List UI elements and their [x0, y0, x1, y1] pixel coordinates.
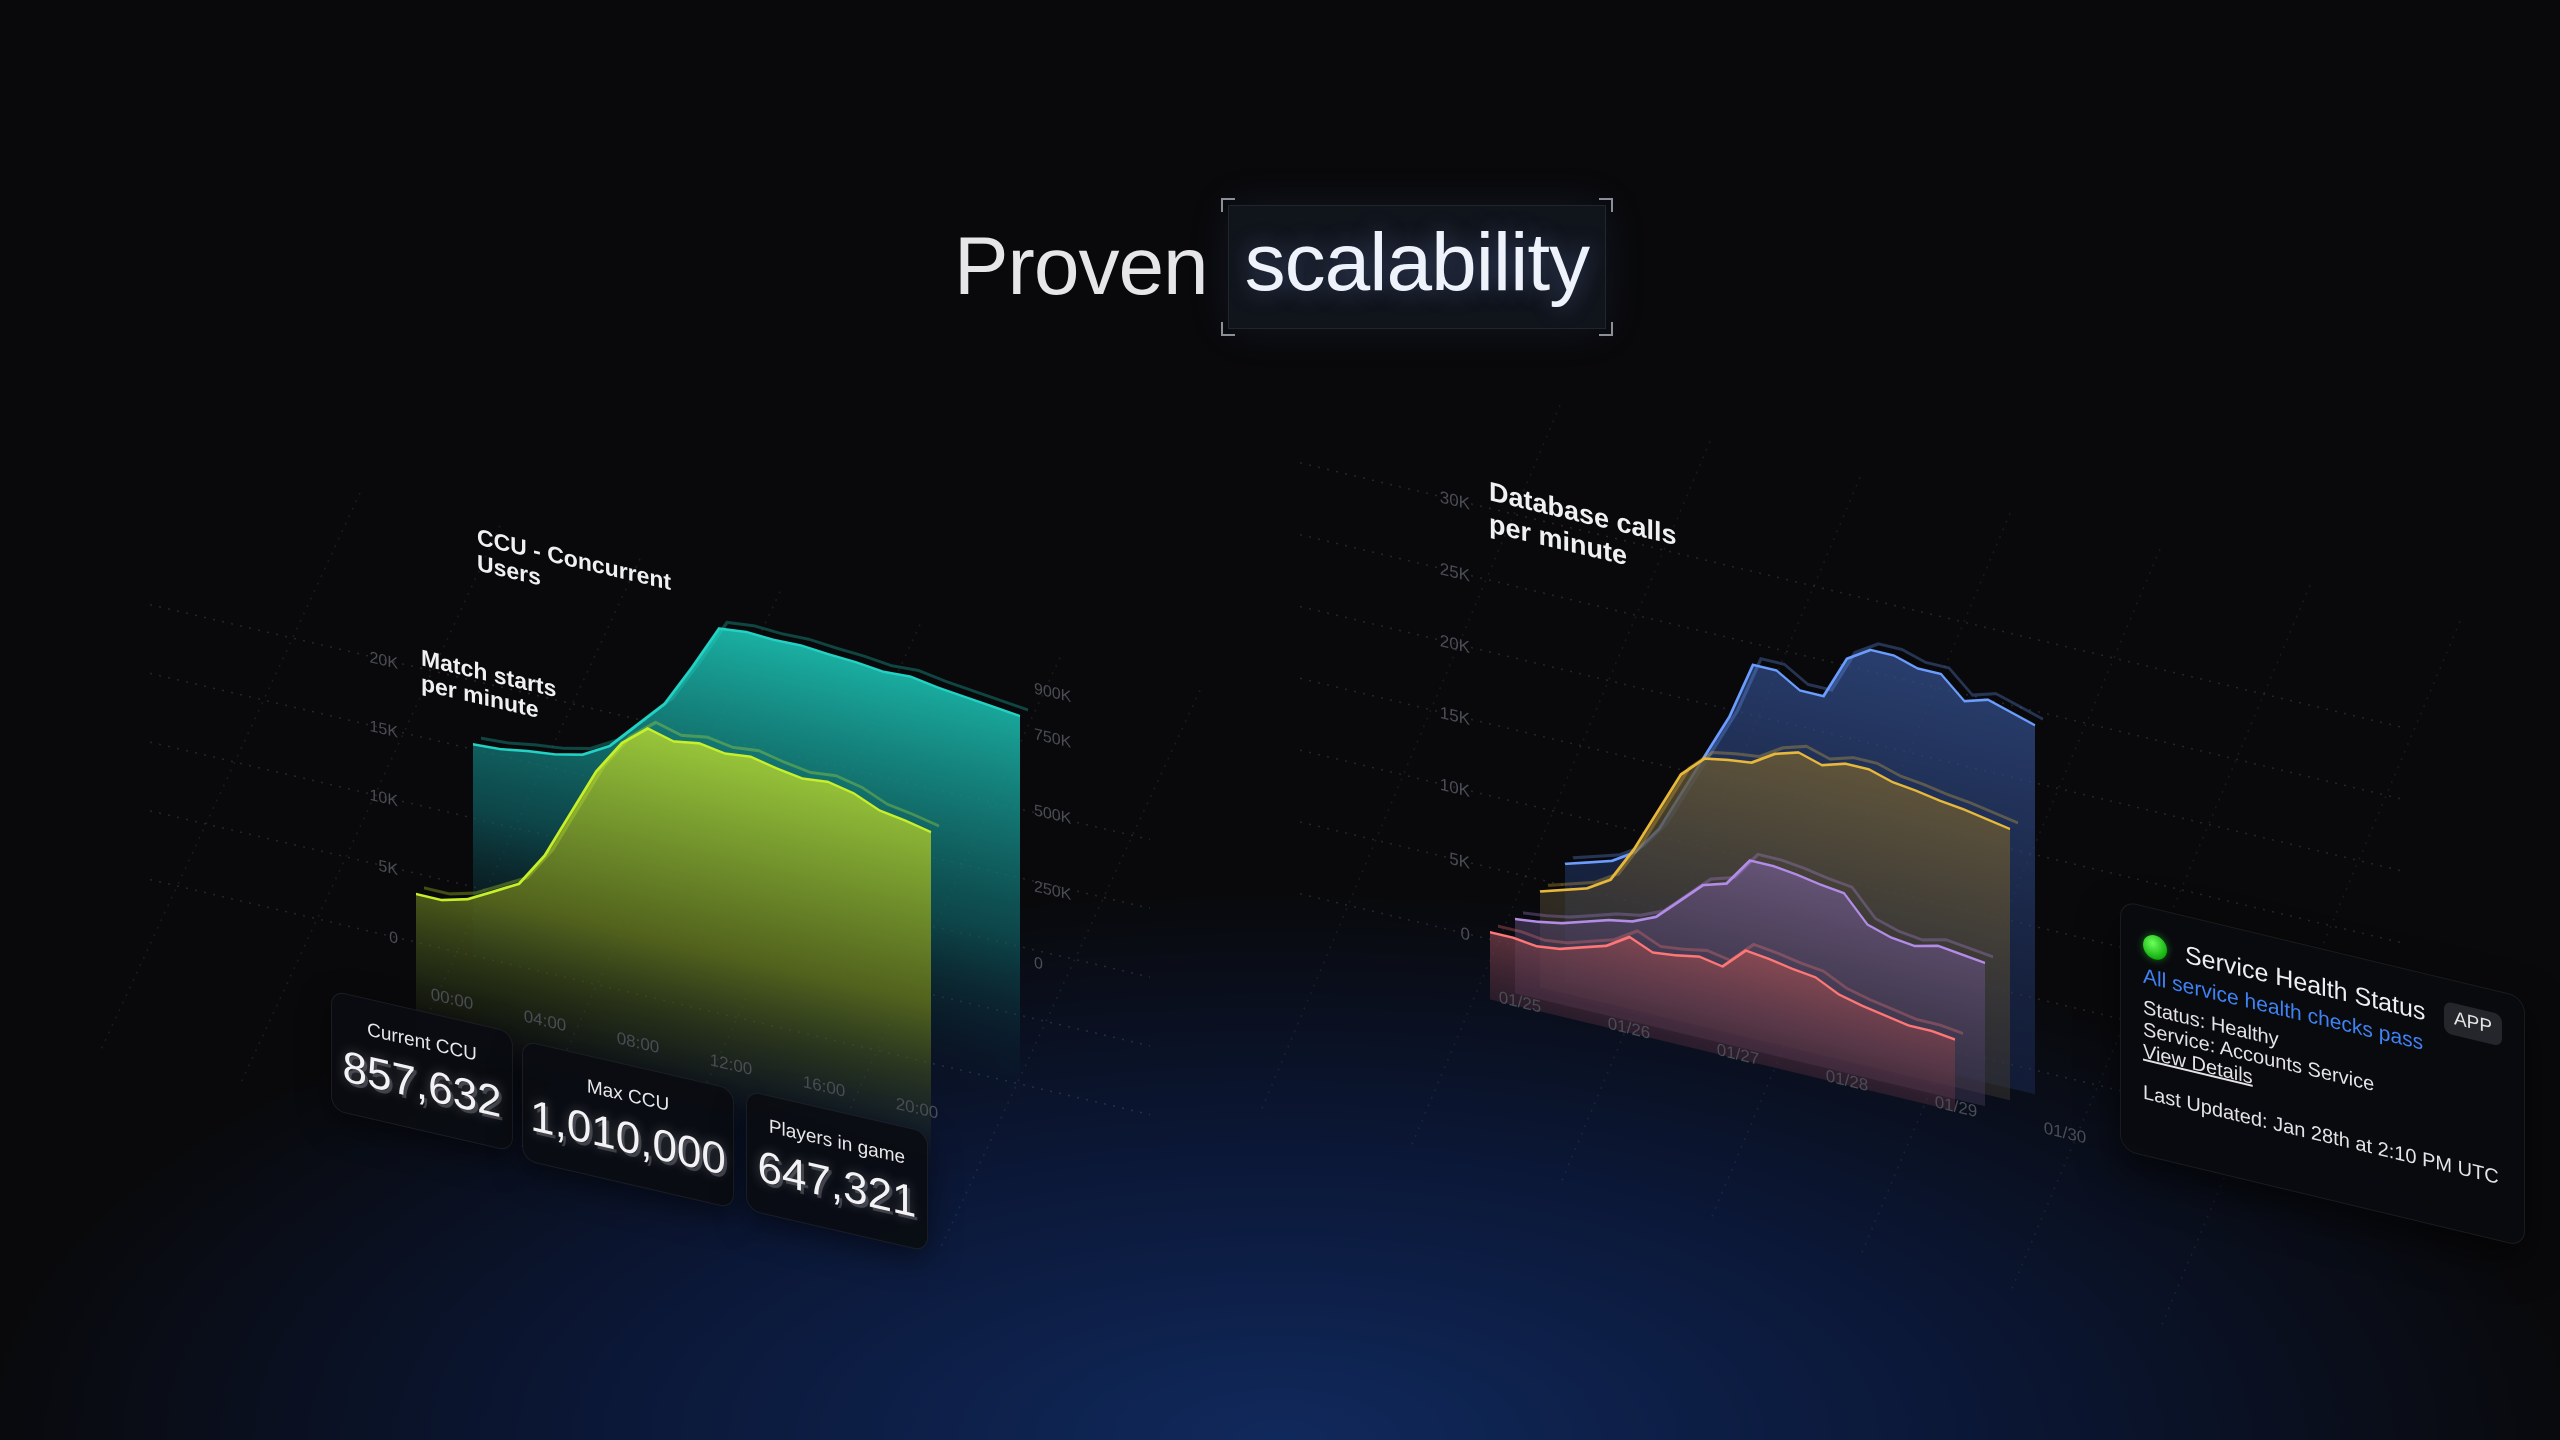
title-word-proven: Proven	[953, 221, 1209, 312]
x-tick: 01/30	[2044, 1118, 2087, 1148]
match-starts-line	[416, 727, 932, 902]
ccu-shadow-line	[480, 620, 1029, 751]
y-tick: 15K	[1440, 702, 1471, 729]
match-y-tick: 20K	[370, 648, 399, 672]
y-tick: 20K	[1440, 630, 1471, 657]
db-series-4-area	[1490, 932, 1955, 1112]
ccu-y-tick: 250K	[1034, 877, 1072, 904]
y-tick: 5K	[1449, 848, 1470, 873]
y-tick: 25K	[1440, 558, 1471, 585]
match-y-tick: 5K	[378, 857, 398, 879]
database-calls-chart: 05K10K15K20K25K30K01/2501/2601/2701/2801…	[1259, 404, 2461, 1330]
y-tick: 10K	[1440, 774, 1471, 801]
y-tick: 30K	[1440, 487, 1471, 514]
page-title: Proven scalability	[0, 198, 2560, 336]
green-status-dot-icon	[2143, 932, 2167, 963]
db-series-4-line	[1490, 930, 1956, 1041]
match-y-tick: 10K	[370, 786, 399, 810]
corner-bracket	[1599, 198, 1614, 212]
db-series-2-line	[1539, 751, 2011, 893]
title-word-scalability: scalability	[1244, 217, 1590, 308]
corner-bracket	[1220, 322, 1235, 336]
ccu-y-tick: 500K	[1034, 801, 1072, 828]
db-series-2-shadow-line	[1547, 744, 2019, 887]
match-starts-shadow-line	[424, 720, 940, 896]
ccu-line	[472, 627, 1021, 757]
db-series-3-line	[1514, 859, 1986, 965]
corner-bracket	[1220, 198, 1235, 212]
ccu-y-tick: 900K	[1034, 680, 1072, 707]
grid-line	[1300, 462, 2400, 728]
match-y-tick: 0	[389, 928, 398, 948]
title-highlight-box: scalability	[1220, 198, 1614, 336]
chart-areas	[1490, 642, 2044, 1112]
corner-bracket	[1599, 322, 1614, 336]
grid-line	[1259, 404, 1561, 1114]
match-y-tick: 15K	[370, 717, 399, 741]
ccu-y-tick: 0	[1034, 954, 1043, 974]
ccu-chart: 0250K500K750K900K05K10K15K20K00:0004:000…	[99, 492, 1201, 1250]
db-series-3-shadow-line	[1522, 852, 1994, 959]
y-tick: 0	[1461, 923, 1470, 945]
ccu-y-tick: 750K	[1034, 725, 1072, 752]
grid-line	[99, 492, 361, 1053]
